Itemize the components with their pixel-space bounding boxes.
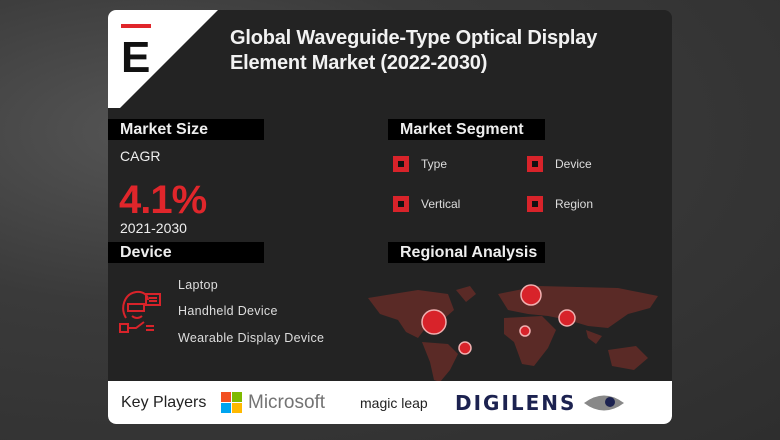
bullet-icon xyxy=(393,156,409,172)
bullet-icon xyxy=(393,196,409,212)
region-marker-north-america xyxy=(421,309,447,335)
segment-label: Device xyxy=(555,157,592,171)
regional-heading: Regional Analysis xyxy=(388,242,545,263)
segment-region: Region xyxy=(527,196,593,212)
market-size-heading: Market Size xyxy=(108,119,264,140)
logo: E xyxy=(108,10,218,108)
device-item: Wearable Display Device xyxy=(178,331,325,345)
infographic-card: E Global Waveguide-Type Optical Display … xyxy=(108,10,672,424)
digilens-logo: DIGILENS xyxy=(455,390,577,415)
segment-type: Type xyxy=(393,156,447,172)
region-marker-south-america xyxy=(458,341,472,355)
microsoft-logo: Microsoft xyxy=(248,391,326,413)
market-segment-heading: Market Segment xyxy=(388,119,545,140)
cagr-label: CAGR xyxy=(120,148,161,164)
magic-leap-logo: magic leap xyxy=(360,394,428,411)
world-map xyxy=(368,284,658,382)
device-item: Laptop xyxy=(178,278,219,292)
segment-label: Vertical xyxy=(421,197,461,211)
bullet-icon xyxy=(527,196,543,212)
cagr-value: 4.1% xyxy=(119,178,207,222)
microsoft-logo-icon xyxy=(221,392,242,413)
person-with-vr-glasses-icon xyxy=(119,290,161,333)
region-marker-europe xyxy=(520,284,542,306)
segment-vertical: Vertical xyxy=(393,196,460,212)
bullet-icon xyxy=(527,156,543,172)
key-players-label: Key Players xyxy=(121,393,207,411)
segment-label: Region xyxy=(555,197,594,211)
key-players-bar: Key Players Microsoft magic leap DIGILEN… xyxy=(108,381,672,424)
segment-device: Device xyxy=(527,156,592,172)
device-item: Handheld Device xyxy=(178,304,278,318)
page-title: Global Waveguide-Type Optical Display El… xyxy=(230,27,598,74)
region-marker-africa xyxy=(519,325,531,337)
region-marker-asia xyxy=(558,309,576,327)
segment-label: Type xyxy=(421,157,448,171)
device-heading: Device xyxy=(108,242,264,263)
eye-icon xyxy=(584,395,625,410)
svg-text:E: E xyxy=(121,33,150,82)
cagr-period: 2021-2030 xyxy=(120,220,187,236)
